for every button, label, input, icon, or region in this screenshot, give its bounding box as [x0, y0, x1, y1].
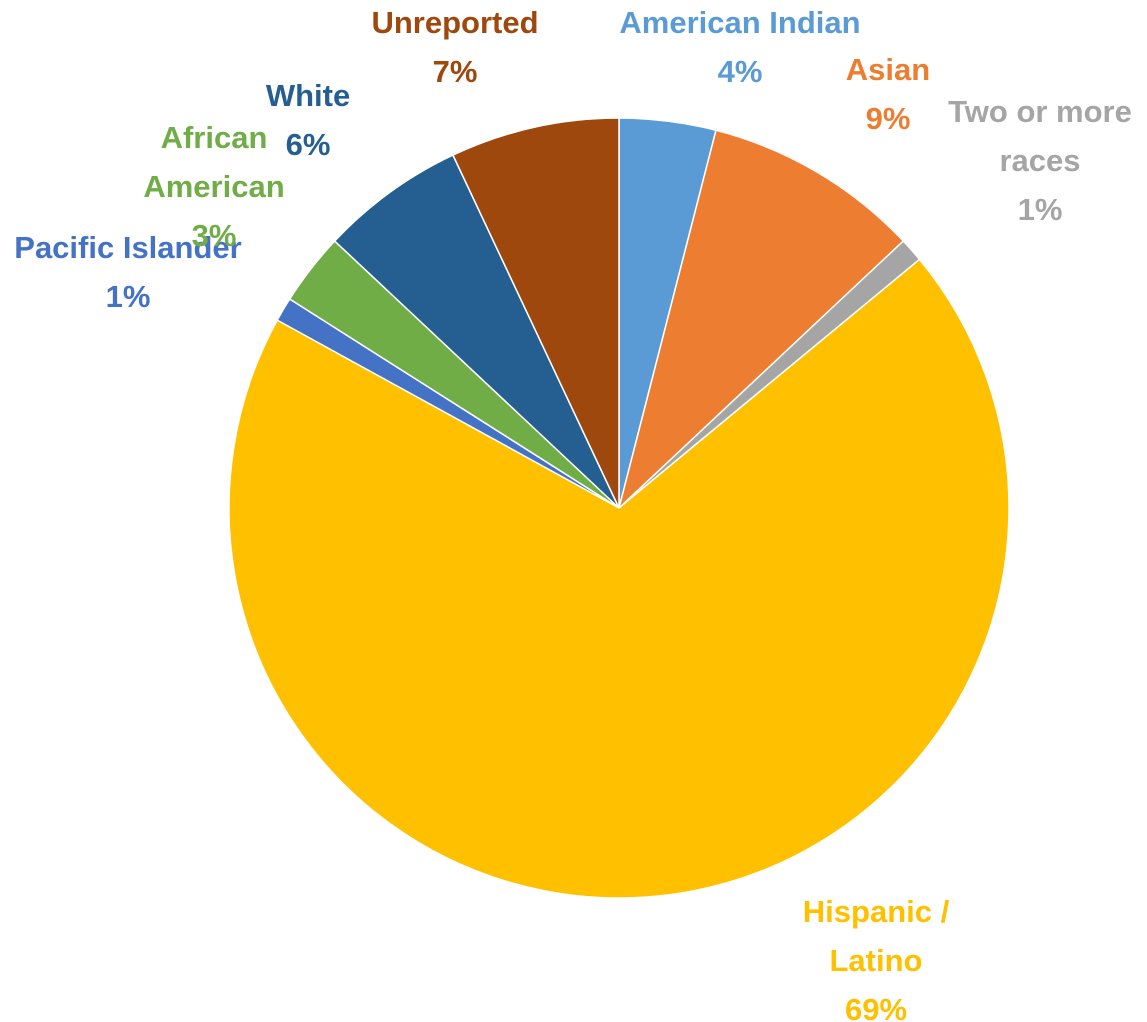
data-label-american-indian: American Indian 4% [619, 5, 860, 89]
data-label-two-or-more-races: Two or more races 1% [948, 94, 1132, 227]
data-label-hispanic-latino: Hispanic / Latino 69% [803, 894, 950, 1022]
pie-slice-asian [617, 129, 905, 511]
slice-percent-two-or-more-races: 1% [1018, 192, 1063, 227]
slice-percent-unreported: 7% [433, 54, 478, 89]
slice-name-american-indian: American Indian [619, 5, 860, 40]
pie-slice-unreported [451, 117, 620, 509]
slice-name-hispanic-latino: Hispanic / [803, 894, 950, 929]
slice-name-hispanic-latino: Latino [830, 943, 923, 978]
data-label-white: White 6% [266, 78, 350, 162]
pie-slices [228, 117, 1010, 899]
slice-percent-pacific-islander: 1% [106, 279, 151, 314]
slice-percent-white: 6% [286, 127, 331, 162]
pie-slice-hispanic-latino [228, 258, 1010, 899]
slice-percent-american-indian: 4% [718, 54, 763, 89]
slice-percent-hispanic-latino: 69% [845, 992, 907, 1022]
data-label-pacific-islander: Pacific Islander 1% [14, 230, 241, 314]
data-label-unreported: Unreported 7% [371, 5, 538, 89]
slice-name-unreported: Unreported [371, 5, 538, 40]
pie-labels: American Indian 4% Asian 9% Two or more races… [14, 5, 1132, 1022]
slice-percent-asian: 9% [866, 101, 911, 136]
data-label-asian: Asian 9% [846, 52, 930, 136]
slice-name-white: White [266, 78, 350, 113]
slice-name-african-american: American [143, 169, 284, 204]
data-label-african-american: African American 3% [143, 120, 284, 253]
slice-name-asian: Asian [846, 52, 930, 87]
slice-name-pacific-islander: Pacific Islander [14, 230, 241, 265]
slice-name-two-or-more-races: Two or more [948, 94, 1132, 129]
pie-slice-white [333, 154, 620, 509]
slice-name-two-or-more-races: races [999, 143, 1080, 178]
slice-name-african-american: African [161, 120, 268, 155]
slice-percent-african-american: 3% [192, 218, 237, 253]
